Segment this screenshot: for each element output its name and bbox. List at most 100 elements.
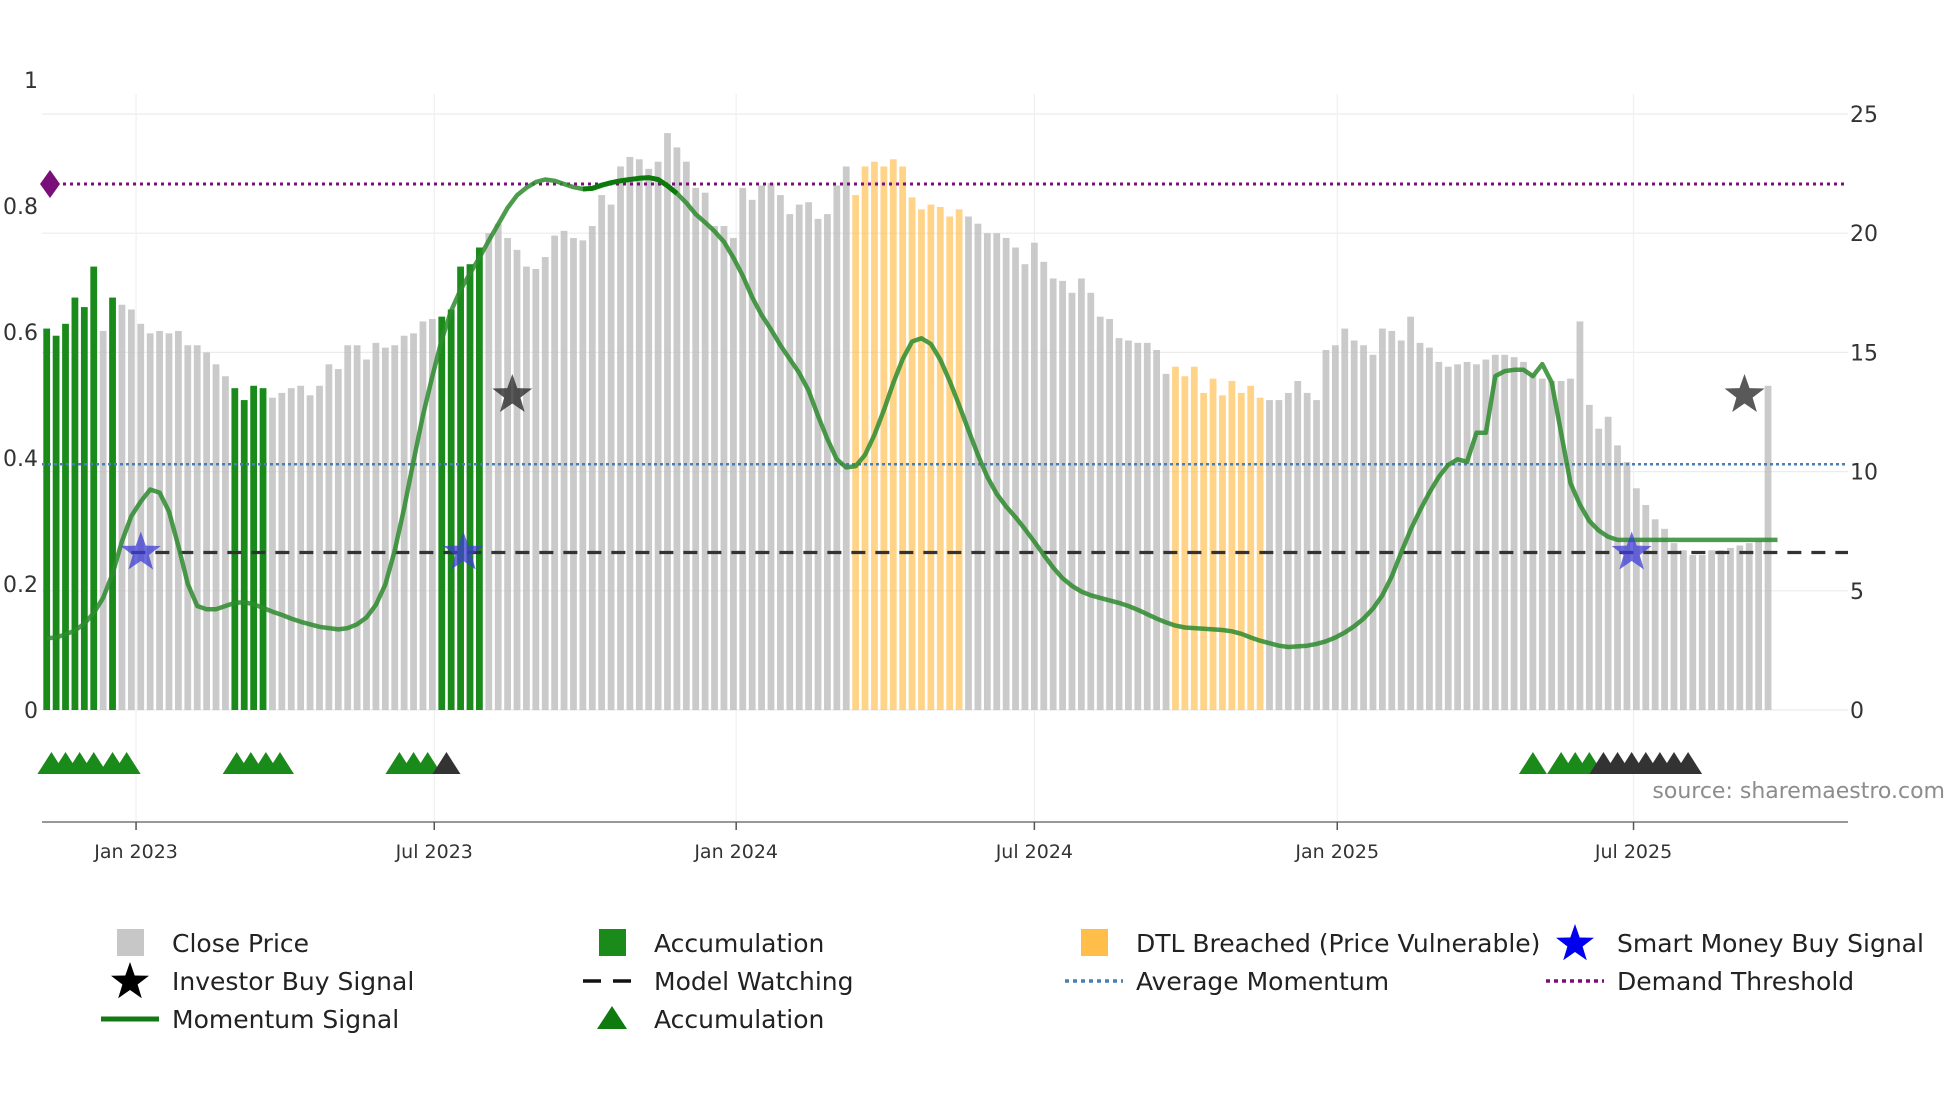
price-bar [1096, 316, 1104, 710]
price-bar [551, 235, 559, 711]
price-bar [1247, 385, 1255, 710]
price-bar [1313, 400, 1320, 710]
gridlines [42, 94, 1848, 822]
price-bar [918, 209, 925, 711]
price-bar [1331, 345, 1339, 710]
price-bar [908, 197, 916, 710]
y-left-tick-label: 0.2 [3, 573, 38, 598]
price-bar [607, 204, 615, 711]
legend-label: Demand Threshold [1617, 967, 1854, 996]
signal-stars [120, 374, 1765, 570]
price-bar [71, 297, 79, 710]
price-bar [419, 321, 427, 710]
x-tick-label: Jul 2024 [995, 841, 1073, 863]
momentum-line-highlight [582, 175, 679, 196]
legend-star-icon [1556, 924, 1594, 961]
price-bar [795, 204, 803, 711]
price-bar [955, 209, 963, 711]
price-bar [1181, 376, 1189, 710]
price-bar [1473, 364, 1480, 710]
price-bar [1717, 550, 1725, 710]
price-bar [127, 309, 135, 710]
price-bar [184, 345, 192, 710]
price-bar [1604, 416, 1612, 710]
price-bar [165, 333, 173, 710]
accumulation-triangle [413, 752, 442, 774]
price-bar [193, 345, 201, 710]
momentum-line [46, 175, 1778, 650]
legend-label: Average Momentum [1136, 967, 1389, 996]
price-bar [1595, 428, 1603, 710]
price-bar [1482, 359, 1490, 710]
marker-strip [37, 752, 1703, 774]
price-bar [1548, 381, 1556, 710]
price-bar [438, 316, 446, 710]
legend-label: Smart Money Buy Signal [1617, 929, 1924, 958]
price-bar [692, 187, 700, 711]
price-bar [494, 223, 502, 710]
price-bar [1557, 381, 1565, 710]
price-bar [400, 335, 408, 710]
price-bar [1407, 316, 1414, 710]
legend-label: Investor Buy Signal [172, 967, 414, 996]
price-bar [1680, 550, 1687, 710]
price-bar [1059, 280, 1066, 710]
price-bar [156, 330, 163, 710]
legend: Close Price Accumulation DTL Breached (Pri… [101, 924, 1924, 1034]
price-bar [1736, 545, 1744, 710]
price-bar [598, 195, 606, 710]
price-bar [353, 345, 361, 710]
price-bar [1501, 354, 1509, 710]
price-bar [701, 192, 709, 710]
threshold-marker [40, 169, 60, 198]
y-right-tick-label: 5 [1850, 580, 1864, 605]
price-bar [1632, 488, 1640, 710]
price-bar [1209, 378, 1217, 710]
y-right-tick-label: 25 [1850, 103, 1878, 128]
y-right-tick-label: 15 [1850, 341, 1878, 366]
price-bar [1397, 340, 1405, 710]
price-bar [1172, 366, 1179, 710]
price-bar [1379, 328, 1386, 710]
smart-money-star [120, 531, 161, 570]
investor-star [492, 374, 533, 412]
price-bar [1538, 378, 1546, 710]
momentum-signal [46, 175, 1778, 650]
price-bar [889, 159, 897, 710]
price-bar [137, 323, 145, 710]
price-bar [457, 266, 464, 710]
legend-label: Accumulation [654, 1005, 824, 1034]
price-bar [523, 266, 530, 710]
price-bar [1708, 550, 1715, 710]
price-bar [334, 369, 342, 710]
price-bar [1049, 278, 1057, 710]
smart-money-star [443, 531, 484, 570]
price-bar [1266, 400, 1273, 710]
price-bar [532, 268, 540, 710]
price-bar [1576, 321, 1584, 710]
price-bar [748, 199, 756, 710]
x-tick-label: Jul 2023 [395, 841, 473, 863]
price-bar [1510, 357, 1518, 710]
price-bar [1322, 350, 1330, 710]
price-bar [1369, 354, 1377, 710]
x-tick-label: Jan 2023 [93, 841, 178, 863]
price-bar [711, 226, 718, 710]
price-bar [363, 359, 370, 710]
price-bar [899, 166, 907, 710]
price-bar [1426, 347, 1433, 710]
accumulation-triangle [79, 752, 108, 774]
price-bar [758, 185, 765, 710]
price-bar [767, 183, 775, 711]
price-bar [80, 307, 88, 710]
price-bar [344, 345, 352, 710]
price-bar [1275, 400, 1283, 710]
price-bar [1454, 364, 1462, 710]
y-left-tick-label: 0.6 [3, 321, 38, 346]
price-bar [936, 206, 944, 710]
price-bar [617, 166, 624, 710]
price-bar [52, 335, 60, 710]
